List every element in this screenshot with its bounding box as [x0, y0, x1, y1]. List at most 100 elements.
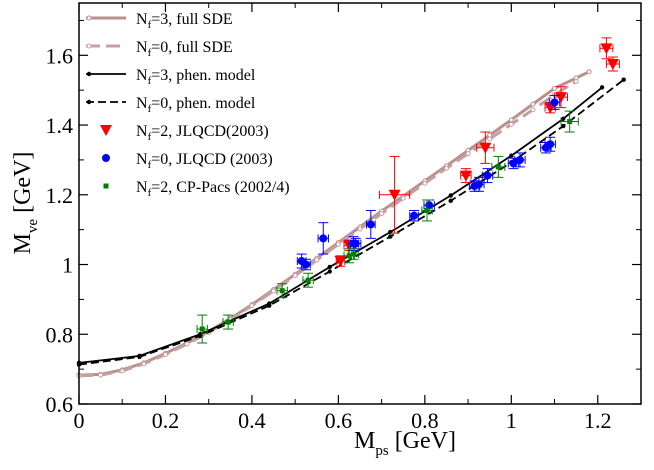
- x-tick-label: 0.4: [238, 408, 266, 433]
- curve-point-phen3: [327, 264, 332, 270]
- curve-point-sde0: [249, 303, 255, 309]
- data-point-cppacs: [560, 110, 579, 133]
- curve-sde0: [78, 80, 577, 378]
- curve-point-phen0: [137, 354, 142, 360]
- curve-point-phen0: [197, 333, 203, 339]
- data-point-cppacs: [196, 314, 208, 344]
- data-point-cppacs: [302, 272, 314, 288]
- curve-point-sde0: [400, 195, 406, 201]
- curve-point-sde0: [573, 78, 579, 84]
- curve-point-sde0: [335, 241, 341, 247]
- curve-phen0: [78, 78, 625, 366]
- curve-point-sde0: [141, 361, 147, 367]
- curve-point-sde0: [162, 351, 168, 357]
- curve-point-phen0: [448, 198, 453, 203]
- marker-cppacs: [495, 164, 501, 170]
- legend-item-cppacs: Nf=2, CP-Pacs (2002/4): [103, 179, 290, 199]
- curves-layer: [76, 69, 626, 379]
- marker-cppacs: [225, 319, 231, 325]
- marker-cppacs: [351, 251, 357, 257]
- x-tick-label: 1: [506, 408, 517, 433]
- marker-jlqcd0: [351, 239, 360, 248]
- curve-point-phen0: [560, 123, 566, 129]
- curve-point-sde0: [443, 165, 449, 171]
- data-point-jlqcd2: [476, 131, 495, 164]
- legend-label: Nf=3, full SDE: [136, 11, 233, 31]
- y-tick-label: 0.6: [46, 392, 74, 417]
- data-point-jlqcd2: [599, 37, 614, 60]
- curve-point-phen3: [448, 193, 453, 198]
- curve-point-sde3: [586, 69, 592, 75]
- x-tick-label: 0.8: [411, 408, 439, 433]
- data-point-jlqcd0: [548, 94, 561, 110]
- marker-cppacs: [424, 207, 430, 213]
- legend-label: Nf=0, full SDE: [136, 39, 233, 59]
- data-point-jlqcd2: [334, 255, 347, 268]
- curve-point-sde0: [271, 288, 277, 294]
- data-point-cppacs: [491, 155, 506, 178]
- curve-point-sde0: [465, 151, 471, 157]
- curve-point-sde0: [422, 180, 428, 186]
- y-tick-label: 0.8: [46, 322, 74, 347]
- y-tick-label: 1.2: [46, 183, 74, 208]
- curve-point-sde3: [530, 101, 536, 107]
- marker-cppacs: [199, 326, 205, 332]
- marker-jlqcd0: [509, 159, 518, 168]
- marker-cppacs: [279, 288, 285, 294]
- legend-swatch-point: [86, 43, 92, 49]
- legend-swatch-point: [86, 99, 92, 105]
- data-point-jlqcd0: [409, 209, 420, 222]
- marker-jlqcd2: [555, 92, 568, 104]
- data-point-jlqcd0: [349, 237, 362, 250]
- marker-cppacs: [567, 119, 573, 125]
- data-point-jlqcd0: [514, 152, 526, 168]
- curve-point-sde0: [487, 136, 493, 142]
- marker-jlqcd2: [479, 142, 492, 154]
- y-tick-label: 1.6: [46, 43, 74, 68]
- legend-label: Nf=3, phen. model: [136, 67, 256, 87]
- data-point-jlqcd0: [473, 176, 485, 192]
- curve-point-phen3: [560, 116, 566, 121]
- marker-jlqcd0: [474, 180, 483, 189]
- x-axis-title: Mps [GeV]: [354, 428, 456, 459]
- ticks-layer: 0 0.2 0.4 0.6 0.8 1 1.2 0.6 0.8 1 1.2 1.4 1.6: [46, 3, 642, 433]
- curve-point-sde3: [552, 85, 558, 91]
- legend: Nf=3, full SDE Nf=0, full SDE Nf=3, phen. …: [86, 11, 290, 199]
- marker-jlqcd0: [483, 171, 492, 180]
- curve-point-phen3: [509, 153, 514, 158]
- data-point-jlqcd0: [300, 258, 311, 271]
- x-tick-label: 0: [74, 408, 85, 433]
- data-point-jlqcd2: [605, 56, 620, 72]
- data-point-cppacs: [421, 199, 433, 222]
- curve-point-sde0: [292, 273, 298, 279]
- legend-swatch-point: [86, 71, 92, 77]
- legend-swatch-marker: [102, 154, 110, 162]
- marker-cppacs: [346, 253, 352, 259]
- marker-jlqcd0: [301, 260, 310, 269]
- legend-label: Nf=0, phen. model: [136, 95, 256, 115]
- legend-item-jlqcd0: Nf=0, JLQCD (2003): [102, 151, 273, 171]
- curve-point-sde0: [119, 368, 125, 374]
- curve-point-sde0: [530, 107, 536, 113]
- y-tick-label: 1.4: [46, 113, 74, 138]
- legend-swatch-marker: [103, 183, 109, 189]
- legend-item-sde3: Nf=3, full SDE: [86, 11, 233, 31]
- curve-point-phen0: [388, 234, 393, 239]
- data-point-jlqcd0: [365, 209, 376, 239]
- data-point-jlqcd0: [481, 168, 494, 184]
- y-axis-title: Mve [GeV]: [10, 152, 41, 255]
- legend-label: Nf=2, CP-Pacs (2002/4): [136, 179, 290, 199]
- curve-point-phen0: [267, 303, 272, 308]
- marker-jlqcd2: [388, 189, 401, 201]
- curve-point-sde0: [357, 226, 363, 232]
- curve-point-sde0: [508, 121, 514, 127]
- curve-point-sde3: [508, 117, 514, 123]
- legend-label: Nf=2, JLQCD(2003): [136, 123, 269, 143]
- curve-point-sde0: [379, 211, 385, 217]
- marker-jlqcd0: [515, 155, 524, 164]
- data-point-jlqcd0: [544, 136, 556, 152]
- data-point-cppacs: [276, 283, 288, 299]
- x-tick-label: 0.6: [325, 408, 353, 433]
- plot-frame: [78, 2, 642, 405]
